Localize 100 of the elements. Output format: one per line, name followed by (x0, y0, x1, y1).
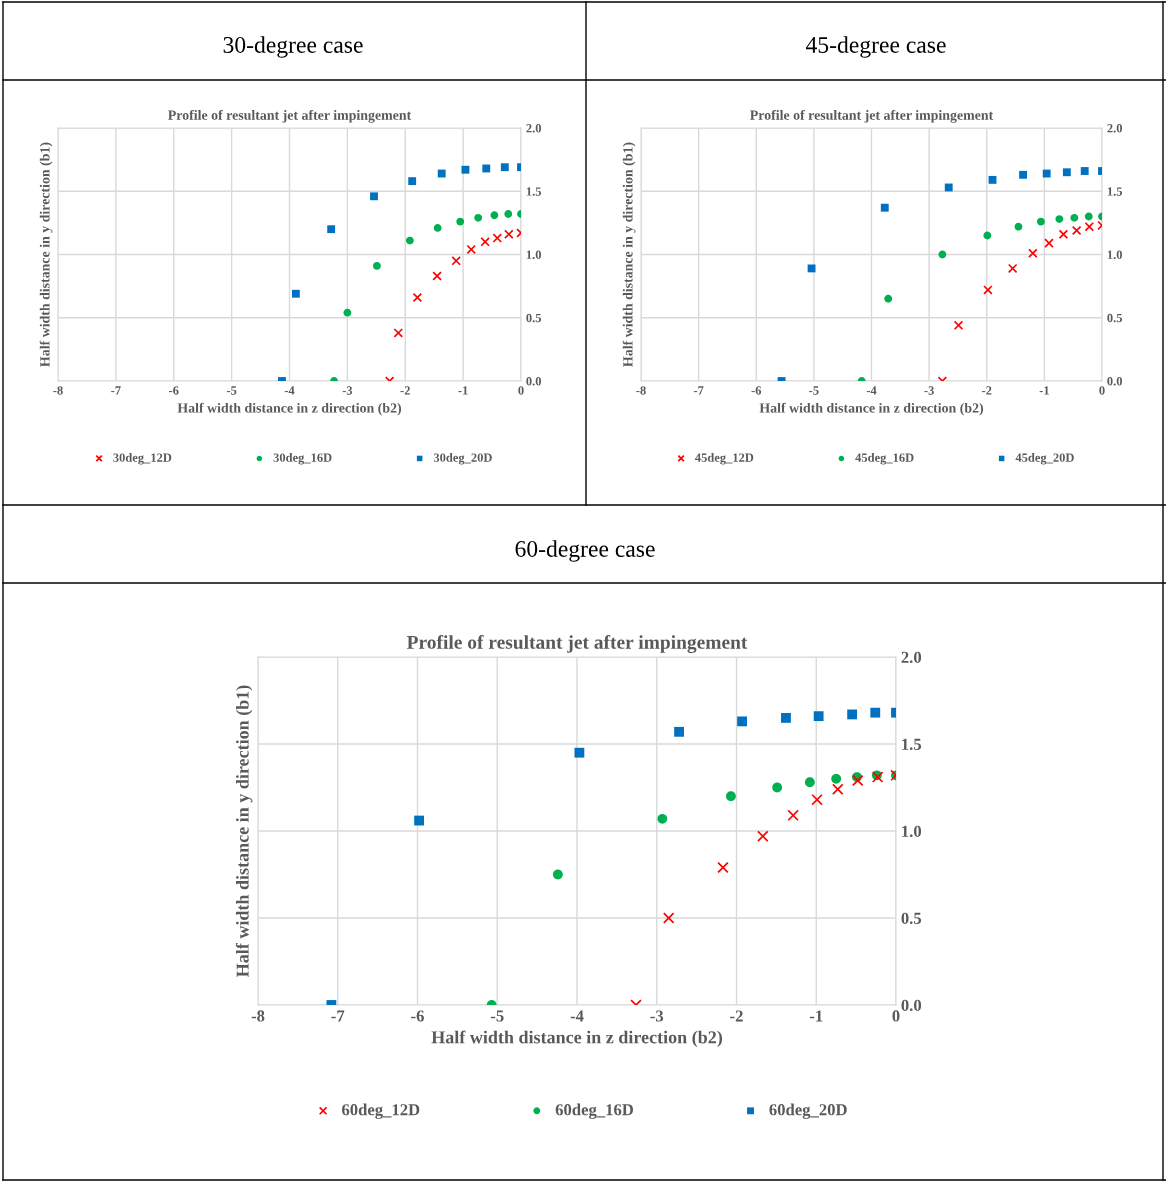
point (1080, 167, 1089, 175)
point (408, 177, 417, 186)
chart-subtitle: 30-degree case (223, 36, 363, 58)
x-tick-label: -6 (751, 386, 762, 395)
y-axis-title: Half width distance in y direction (b1) (235, 685, 253, 977)
legend-label: 30deg_16D (273, 453, 332, 465)
point (983, 285, 993, 295)
legend-label: 45deg_20D (1015, 453, 1074, 465)
point (482, 164, 491, 173)
y-tick-label: 0.5 (1107, 313, 1123, 323)
point (938, 250, 947, 259)
y-tick-label: 1.0 (1107, 250, 1123, 260)
point (456, 217, 465, 226)
point (466, 244, 476, 255)
x-tick-label: -6 (169, 386, 179, 395)
chart-title: Profile of resultant jet after impingement (406, 634, 748, 653)
y-tick-label: 2.0 (901, 651, 922, 664)
x-tick-label: -4 (570, 1010, 584, 1022)
x-tick-label: 0 (892, 1010, 900, 1022)
point (717, 861, 729, 874)
x-axis-title: Half width distance in z direction (b2) (177, 402, 402, 416)
point (461, 165, 470, 174)
y-tick-label: 1.0 (526, 250, 542, 260)
point (343, 308, 352, 317)
point (870, 707, 881, 718)
point (474, 213, 483, 222)
point (1062, 168, 1071, 177)
point (787, 809, 799, 822)
x-tick-label: -3 (342, 386, 353, 395)
point (804, 777, 815, 788)
y-tick-label: 0.5 (526, 313, 542, 323)
y-axis-title: Half width distance in y direction (b1) (622, 142, 636, 367)
point (552, 869, 563, 880)
point (884, 294, 893, 303)
point (433, 224, 442, 232)
point (988, 175, 997, 184)
y-tick-label: 0.0 (1107, 377, 1123, 386)
point (393, 328, 404, 338)
point (953, 320, 964, 331)
x-tick-label: -3 (650, 1010, 664, 1022)
legend-label: 30deg_12D (113, 453, 172, 465)
chart-subtitle: 60-degree case (515, 540, 655, 562)
point (1028, 248, 1038, 258)
point (291, 289, 300, 298)
point (1071, 225, 1082, 236)
point (781, 712, 791, 723)
legend-label: 60deg_20D (769, 1103, 847, 1119)
legend-label: 60deg_12D (342, 1103, 420, 1119)
legend-label: 45deg_12D (695, 453, 754, 465)
point (412, 292, 423, 303)
x-tick-label: -8 (636, 386, 646, 395)
x-tick-label: -3 (924, 386, 934, 395)
point (726, 791, 736, 802)
legend-label: 60deg_16D (555, 1103, 634, 1119)
point (811, 793, 823, 806)
point (757, 830, 769, 842)
point (831, 773, 842, 784)
point (1019, 170, 1027, 179)
x-tick-label: -5 (226, 386, 237, 395)
point (1084, 212, 1093, 221)
x-axis-title: Half width distance in z direction (b2) (431, 1030, 722, 1048)
chart-title: Profile of resultant jet after impingement (168, 109, 412, 123)
chart-subtitle: 45-degree case (806, 36, 946, 58)
point (432, 271, 442, 281)
x-tick-label: -7 (693, 386, 704, 395)
point (807, 264, 816, 273)
point (851, 774, 864, 787)
x-tick-label: -1 (1039, 386, 1049, 395)
point (451, 256, 461, 266)
y-tick-label: 0.5 (901, 912, 922, 925)
point (500, 163, 509, 172)
y-tick-label: 1.0 (902, 825, 922, 838)
x-tick-label: -2 (982, 386, 992, 395)
point (372, 261, 381, 270)
y-tick-label: 1.5 (902, 738, 922, 751)
legend-label: 30deg_20D (433, 453, 492, 465)
point (405, 236, 414, 245)
x-tick-label: -4 (284, 386, 295, 395)
point (880, 203, 889, 212)
x-tick-label: 0 (518, 386, 524, 395)
x-axis-title: Half width distance in z direction (b2) (759, 402, 984, 416)
x-tick-label: 0 (1099, 386, 1105, 395)
x-tick-label: -5 (809, 386, 819, 395)
x-tick-label: -8 (53, 386, 63, 395)
point (437, 169, 446, 178)
point (1042, 169, 1051, 178)
y-tick-label: 2.0 (526, 124, 542, 133)
x-tick-label: -1 (809, 1010, 823, 1022)
x-tick-label: -7 (111, 386, 121, 395)
point (574, 747, 585, 758)
point (832, 783, 844, 795)
point (983, 231, 992, 240)
point (1007, 263, 1018, 274)
y-tick-label: 2.0 (1107, 124, 1123, 133)
y-axis-title: Half width distance in y direction (b1) (39, 142, 53, 367)
point (490, 211, 499, 220)
y-tick-label: 0.0 (901, 999, 922, 1012)
point (772, 782, 783, 793)
legend-label: 45deg_16D (855, 453, 914, 465)
point (1055, 215, 1064, 224)
